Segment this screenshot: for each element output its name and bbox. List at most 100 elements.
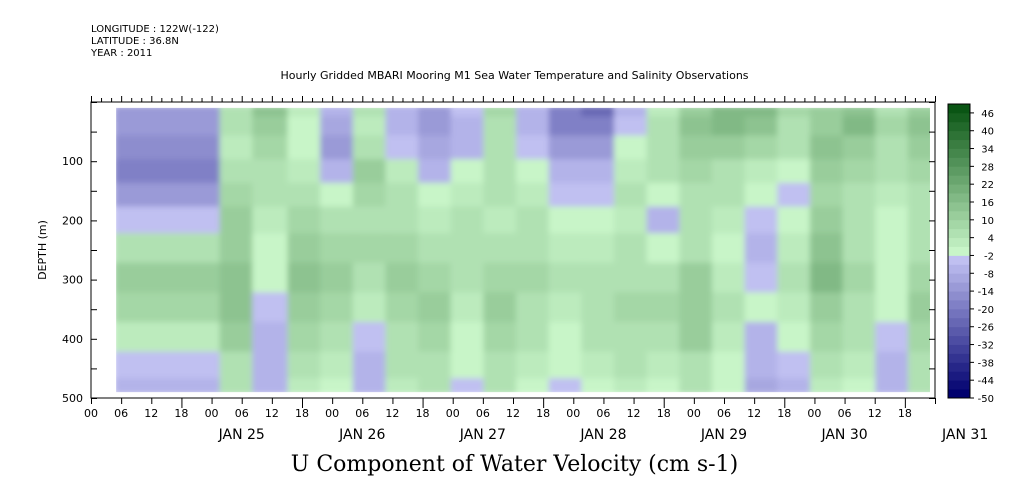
heatmap-cell (516, 135, 553, 164)
heatmap-cell (252, 378, 292, 393)
heatmap-cell (842, 159, 880, 187)
heatmap-cell (483, 322, 521, 356)
heatmap-cell (711, 135, 749, 164)
colorbar-label: 4 (988, 234, 994, 245)
heatmap-cell (483, 135, 521, 164)
heatmap-cell (744, 292, 782, 326)
heatmap-cell (613, 206, 651, 238)
heatmap-cell (809, 116, 847, 140)
x-tick-label: 06 (596, 407, 610, 420)
plot-subtitle: Hourly Gridded MBARI Mooring M1 Sea Wate… (280, 69, 749, 82)
heatmap-cell (116, 292, 224, 326)
heatmap-cell (907, 233, 930, 267)
heatmap-cell (548, 159, 586, 187)
heatmap-cell (679, 351, 716, 383)
heatmap-cell (219, 182, 257, 211)
heatmap-cell (219, 135, 257, 164)
heatmap-cell (875, 206, 912, 238)
heatmap-cell (320, 262, 357, 297)
heatmap-cell (483, 233, 521, 267)
heatmap-cell (809, 378, 847, 393)
x-tick-label: 00 (325, 407, 339, 420)
heatmap-cell (875, 233, 912, 267)
heatmap-cell (418, 292, 455, 326)
year-label: YEAR : 2011 (91, 48, 153, 59)
heatmap-cell (777, 262, 814, 297)
heatmap-cell (679, 135, 716, 164)
heatmap-cells (116, 107, 930, 393)
heatmap-cell (483, 351, 521, 383)
heatmap-cell (711, 116, 749, 140)
heatmap-cell (679, 233, 716, 267)
heatmap-cell (907, 116, 930, 140)
heatmap-cell (744, 182, 782, 211)
heatmap-cell (219, 159, 257, 187)
heatmap-cell (711, 233, 749, 267)
colorbar-swatch (948, 246, 970, 256)
heatmap-cell (385, 116, 423, 140)
heatmap-cell (219, 116, 257, 140)
heatmap-cell (287, 135, 325, 164)
heatmap-cell (907, 322, 930, 356)
x-tick-label: 00 (84, 407, 98, 420)
heatmap-cell (252, 233, 292, 267)
y-axis-label: DEPTH (m) (36, 220, 49, 280)
heatmap-cell (450, 322, 488, 356)
heatmap-cell (219, 351, 257, 383)
heatmap-cell (287, 206, 325, 238)
heatmap-cell (809, 351, 847, 383)
colorbar-swatch (948, 255, 970, 265)
x-tick-label: 06 (717, 407, 731, 420)
heatmap-cell (679, 116, 716, 140)
x-tick-label: 06 (355, 407, 369, 420)
heatmap-cell (875, 135, 912, 164)
date-label: JAN 28 (579, 427, 626, 443)
heatmap-cell (219, 292, 257, 326)
y-tick-label: 300 (62, 274, 83, 287)
heatmap-cell (907, 182, 930, 211)
heatmap-cell (613, 116, 651, 140)
heatmap-cell (385, 292, 423, 326)
heatmap-cell (516, 233, 553, 267)
heatmap-cell (252, 322, 292, 356)
heatmap-cell (711, 378, 749, 393)
heatmap-cell (907, 262, 930, 297)
heatmap-cell (385, 159, 423, 187)
heatmap-cell (516, 322, 553, 356)
x-tick-label: 00 (566, 407, 580, 420)
colorbar-swatch (948, 112, 970, 123)
heatmap-cell (320, 135, 357, 164)
heatmap-cell (352, 159, 390, 187)
date-label: JAN 25 (218, 427, 265, 443)
y-tick-label: 100 (62, 155, 83, 168)
heatmap-cell (385, 206, 423, 238)
heatmap-cell (252, 159, 292, 187)
heatmap-cell (581, 116, 618, 140)
heatmap-cell (548, 116, 586, 140)
colorbar-swatch (948, 362, 970, 372)
heatmap-cell (418, 322, 455, 356)
date-label: JAN 26 (338, 427, 385, 443)
heatmap-cell (287, 351, 325, 383)
x-tick-label: 18 (898, 407, 912, 420)
heatmap-cell (516, 159, 553, 187)
colorbar-label: 22 (981, 180, 994, 191)
heatmap-cell (581, 206, 618, 238)
heatmap-cell (516, 116, 553, 140)
heatmap-cell (581, 159, 618, 187)
colorbar-swatch (948, 353, 970, 363)
colorbar-label: -50 (978, 394, 994, 405)
heatmap-cell (842, 351, 880, 383)
colorbar-swatch (948, 273, 970, 283)
heatmap-cell (116, 233, 224, 267)
heatmap-cell (777, 292, 814, 326)
colorbar-swatch (948, 380, 970, 390)
heatmap-cell (287, 116, 325, 140)
colorbar-swatch (948, 121, 970, 132)
heatmap-cell (646, 206, 684, 238)
heatmap-cell (646, 116, 684, 140)
heatmap-cell (418, 351, 455, 383)
heatmap-cell (385, 351, 423, 383)
x-tick-label: 06 (114, 407, 128, 420)
heatmap-cell (287, 262, 325, 297)
